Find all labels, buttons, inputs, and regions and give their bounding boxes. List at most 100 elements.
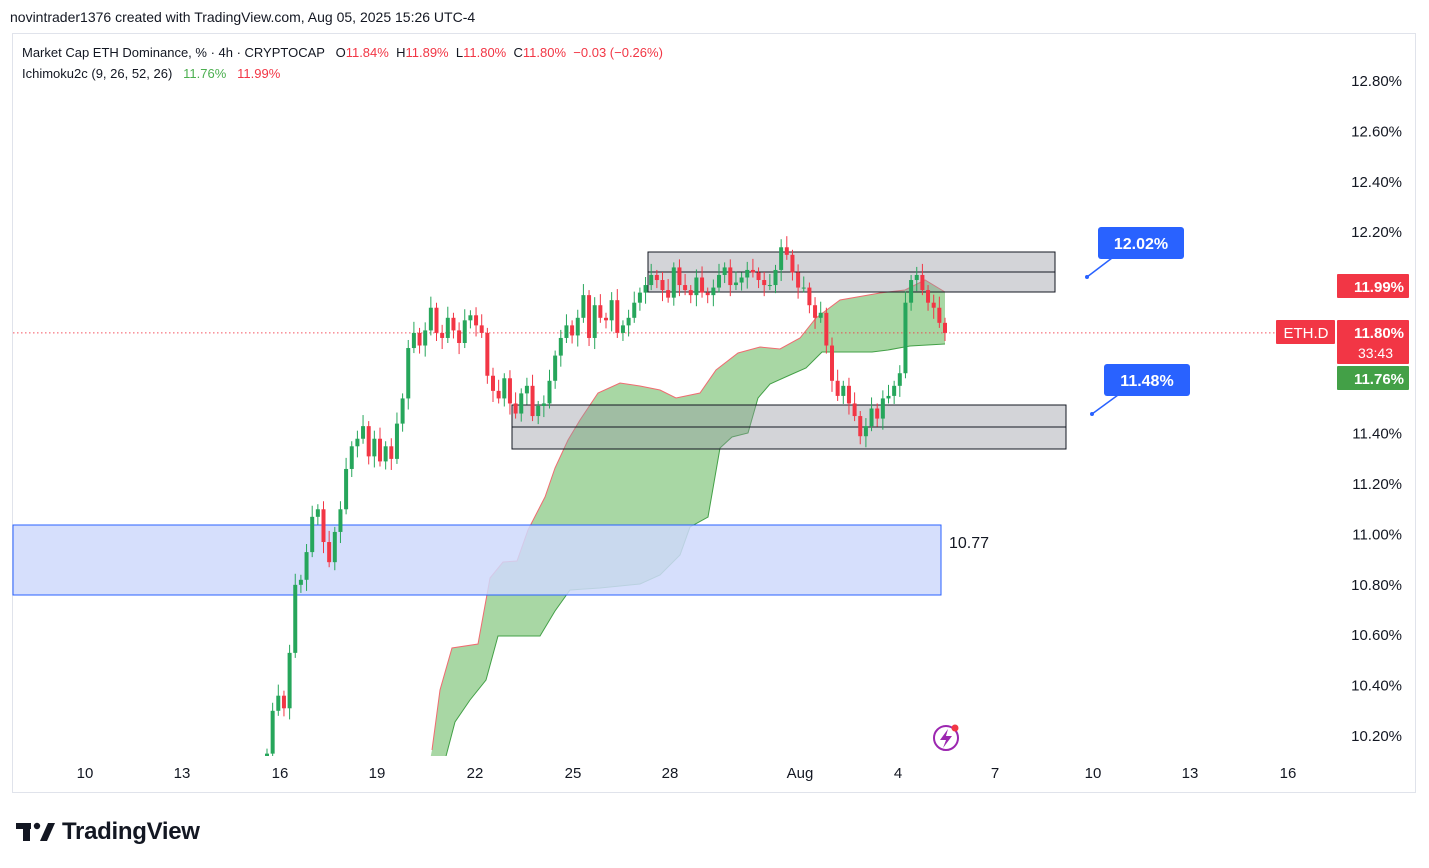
candle[interactable] [694,269,699,307]
candle[interactable] [626,309,631,337]
candle[interactable] [400,393,405,432]
candle[interactable] [575,309,580,347]
candle[interactable] [620,320,625,341]
candle[interactable] [824,307,829,354]
candle[interactable] [909,274,914,311]
candle[interactable] [886,384,891,404]
candle[interactable] [496,379,501,404]
candle[interactable] [926,285,931,311]
candle[interactable] [733,271,738,291]
candle[interactable] [705,287,710,304]
candle[interactable] [841,380,846,404]
candle[interactable] [801,276,806,293]
candle[interactable] [327,530,332,568]
candle[interactable] [784,236,789,260]
candle[interactable] [920,263,925,296]
candle[interactable] [570,320,575,344]
candle[interactable] [474,307,479,337]
candle[interactable] [462,309,467,349]
candle[interactable] [423,322,428,357]
candle[interactable] [796,264,801,299]
candle[interactable] [298,574,303,593]
candle[interactable] [468,310,473,329]
callout-upper[interactable]: 12.02% [1085,227,1184,279]
candle[interactable] [293,573,298,658]
candle[interactable] [344,457,349,515]
candle[interactable] [813,297,818,329]
candle[interactable] [818,301,823,323]
candle[interactable] [479,314,484,338]
candle[interactable] [914,266,919,292]
candle[interactable] [604,312,608,329]
candle[interactable] [931,294,936,319]
candle[interactable] [321,501,326,554]
candle[interactable] [587,290,592,347]
candle[interactable] [592,297,597,350]
candle[interactable] [762,271,767,297]
candle[interactable] [750,258,755,278]
candle[interactable] [519,388,524,422]
candle[interactable] [598,294,603,323]
candle[interactable] [869,397,874,432]
candle[interactable] [406,339,411,410]
candle[interactable] [411,321,416,354]
callout-lower[interactable]: 11.48% [1090,364,1190,416]
candle[interactable] [728,259,733,297]
candle[interactable] [355,430,360,458]
candle[interactable] [276,684,281,716]
candle[interactable] [654,269,659,289]
candle[interactable] [643,276,648,304]
candle[interactable] [660,271,665,302]
candle[interactable] [677,259,682,297]
candle[interactable] [779,239,784,282]
candle[interactable] [547,369,552,409]
candle[interactable] [338,501,343,544]
candle[interactable] [513,392,518,419]
tradingview-logo[interactable]: TradingView [16,815,200,849]
candle[interactable] [717,263,721,293]
candle[interactable] [434,302,439,341]
candle[interactable] [530,374,535,422]
support-zone-box[interactable] [12,524,942,596]
candle[interactable] [581,284,586,323]
candle[interactable] [835,369,840,401]
candle[interactable] [846,377,851,415]
candle[interactable] [564,314,569,343]
candle[interactable] [830,337,834,392]
candle[interactable] [807,282,812,314]
candle[interactable] [502,373,507,407]
symbol-title[interactable]: Market Cap ETH Dominance, % · 4h · CRYPT… [22,45,325,60]
candle[interactable] [491,367,495,402]
candle[interactable] [524,377,529,405]
candle[interactable] [700,266,705,298]
candle[interactable] [383,441,388,470]
candle[interactable] [445,306,450,343]
candle[interactable] [615,289,620,338]
candle[interactable] [880,390,885,430]
candle[interactable] [451,312,456,339]
candle[interactable] [937,296,942,328]
candle[interactable] [722,262,727,284]
candle[interactable] [943,317,947,341]
candle[interactable] [378,427,382,467]
candle[interactable] [417,327,422,354]
candle[interactable] [773,264,778,294]
candle[interactable] [863,418,868,448]
candle[interactable] [688,285,693,304]
candle[interactable] [270,702,275,765]
candle[interactable] [671,262,676,306]
candle[interactable] [852,392,857,422]
candle[interactable] [372,430,377,468]
candle[interactable] [790,249,795,281]
candle[interactable] [361,415,366,444]
candle[interactable] [287,644,292,720]
candle[interactable] [609,292,614,332]
candle[interactable] [745,261,750,289]
candle[interactable] [903,291,908,379]
candle[interactable] [485,327,490,384]
candle[interactable] [440,324,445,350]
candle[interactable] [858,411,863,445]
candle[interactable] [310,505,315,558]
candle[interactable] [649,263,654,291]
candle[interactable] [541,395,546,418]
